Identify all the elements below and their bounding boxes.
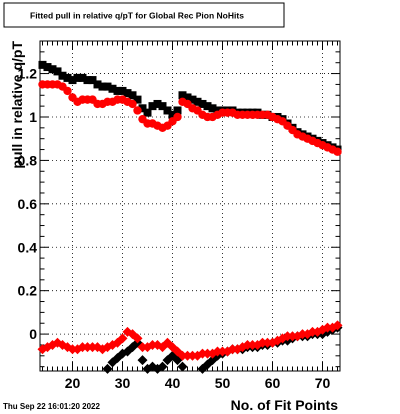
data-point [198, 99, 207, 108]
data-point [108, 84, 117, 93]
data-point [98, 82, 107, 91]
data-point [163, 106, 172, 115]
y-tick-label: 0 [29, 326, 37, 342]
data-point [133, 95, 142, 104]
data-point [148, 102, 157, 111]
data-point [193, 97, 202, 106]
data-point [38, 60, 47, 69]
data-point [213, 106, 222, 115]
data-point [102, 363, 113, 374]
data-markers [37, 60, 343, 374]
data-point [53, 67, 62, 76]
x-tick-labels: 20 30 40 50 60 70 [65, 375, 331, 391]
y-tick-label: 1 [29, 109, 37, 125]
data-point [113, 86, 122, 95]
series-2 [38, 80, 342, 156]
data-point [128, 91, 137, 100]
title-box [3, 2, 285, 28]
data-point [183, 93, 192, 102]
y-tick-label: 0.8 [18, 152, 38, 168]
data-point [117, 333, 128, 344]
y-tick-label: 0.2 [18, 283, 38, 299]
data-point [203, 102, 212, 111]
data-point [58, 71, 67, 80]
series-4 [37, 320, 343, 361]
data-point [333, 147, 342, 156]
data-point [43, 63, 52, 72]
data-point [137, 355, 148, 366]
data-point [103, 82, 112, 91]
data-point [168, 110, 177, 119]
timestamp: Thu Sep 22 16:01:20 2022 [3, 402, 100, 411]
data-point [143, 108, 152, 117]
x-axis-title: No. of Fit Points [231, 397, 339, 413]
data-point [208, 104, 217, 113]
x-tick-label: 30 [115, 375, 131, 391]
data-point [177, 361, 188, 372]
axis-ticks [40, 40, 340, 371]
chart-title: Fitted pull in relative q/pT for Global … [30, 11, 244, 21]
x-tick-label: 40 [165, 375, 181, 391]
data-point [138, 104, 147, 113]
data-point [63, 73, 72, 82]
y-tick-labels: 0 0.2 0.4 0.6 0.8 1 1.2 [18, 66, 38, 343]
data-point [128, 99, 137, 109]
data-point [48, 65, 57, 74]
y-axis-title: pull in relative q/pT [9, 41, 25, 169]
data-point [68, 76, 77, 85]
x-tick-label: 50 [215, 375, 231, 391]
data-point [132, 333, 143, 344]
data-point [83, 76, 92, 85]
data-point [78, 73, 87, 82]
data-point [133, 106, 142, 115]
data-point [332, 320, 343, 331]
data-point [173, 112, 182, 122]
x-tick-label: 60 [265, 375, 281, 391]
data-point [88, 76, 97, 85]
data-point [157, 361, 168, 372]
plot-frame [39, 40, 341, 372]
data-point [118, 86, 127, 95]
x-tick-label: 70 [315, 375, 331, 391]
data-point [123, 89, 132, 98]
data-point [73, 73, 82, 82]
data-point [93, 80, 102, 89]
y-tick-label: 0.6 [18, 196, 38, 212]
data-point [63, 86, 72, 96]
x-tick-label: 20 [65, 375, 81, 391]
y-tick-label: 0.4 [18, 239, 38, 255]
y-tick-label: 1.2 [18, 66, 38, 82]
data-point [178, 91, 187, 100]
data-point [153, 99, 162, 108]
data-point [188, 95, 197, 104]
data-point [173, 106, 182, 115]
data-point [158, 102, 167, 111]
